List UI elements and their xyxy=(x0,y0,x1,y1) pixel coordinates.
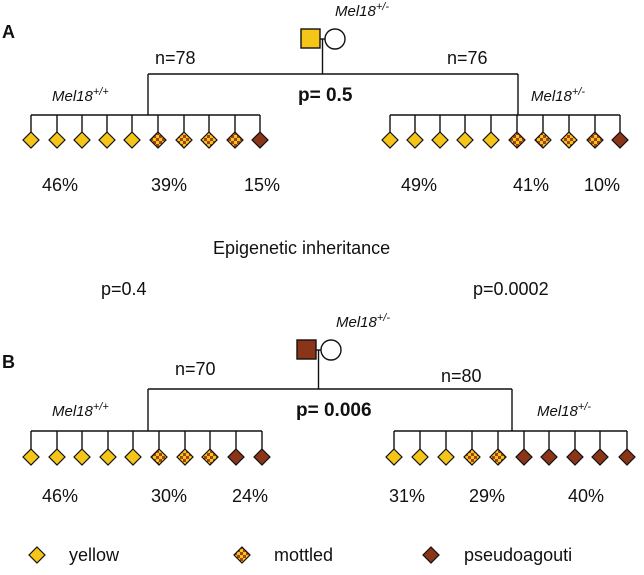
panel-a-right-genotype: Mel18+/- xyxy=(531,86,585,105)
panel-a-right-n: n=76 xyxy=(447,48,488,68)
panel-b-right-pct-1: 31% xyxy=(389,486,425,506)
panel-a-right-offspring-mottled xyxy=(508,131,526,149)
epigenetic-title: Epigenetic inheritance xyxy=(213,238,390,258)
panel-a-left-pct-2: 39% xyxy=(151,175,187,195)
panel-b-left-offspring-mottled xyxy=(201,448,219,466)
panel-b-left-offspring-pseudoagouti xyxy=(253,448,271,466)
panel-a-right-pct-3: 10% xyxy=(584,175,620,195)
legend-mottled-diamond xyxy=(233,546,251,564)
panel-a-left-offspring-yellow xyxy=(48,131,66,149)
panel-b-right-offspring-pseudoagouti xyxy=(618,448,636,466)
panel-a-father-square xyxy=(300,28,321,49)
panel-a-right-pct-1: 49% xyxy=(401,175,437,195)
panel-a-right-offspring-yellow xyxy=(406,131,424,149)
panel-b-father-square xyxy=(296,339,317,360)
panel-b-right-offspring-pseudoagouti xyxy=(515,448,533,466)
panel-a-left-offspring-mottled xyxy=(200,131,218,149)
panel-a-right-offspring-mottled xyxy=(586,131,604,149)
panel-b-right-offspring-pseudoagouti xyxy=(540,448,558,466)
panel-b-right-pct-2: 29% xyxy=(469,486,505,506)
panel-b-left-offspring-yellow xyxy=(99,448,117,466)
panel-b-right-offspring-pseudoagouti xyxy=(591,448,609,466)
pedigree-shapes xyxy=(22,28,636,564)
panel-b-left-offspring-yellow xyxy=(124,448,142,466)
panel-b-left-offspring-yellow xyxy=(48,448,66,466)
panel-b-right-n: n=80 xyxy=(441,366,482,386)
panel-a-right-offspring-yellow xyxy=(482,131,500,149)
p-value-left: p=0.4 xyxy=(101,279,147,299)
panel-b-right-offspring-yellow xyxy=(385,448,403,466)
panel-b-right-genotype: Mel18+/- xyxy=(537,401,591,420)
panel-a-right-pct-2: 41% xyxy=(513,175,549,195)
panel-a-left-offspring-yellow xyxy=(22,131,40,149)
panel-b-parent-gene: Mel18+/- xyxy=(336,312,390,331)
panel-a-parent-gene: Mel18+/- xyxy=(335,1,389,20)
panel-b-right-offspring-yellow xyxy=(437,448,455,466)
panel-a-right-offspring-yellow xyxy=(431,131,449,149)
legend-mottled-label: mottled xyxy=(274,545,333,565)
panel-b-left-offspring-pseudoagouti xyxy=(227,448,245,466)
panel-a-left-offspring-yellow xyxy=(123,131,141,149)
panel-a-letter: A xyxy=(2,22,15,42)
panel-b-left-pct-2: 30% xyxy=(151,486,187,506)
panel-b-left-pct-1: 46% xyxy=(42,486,78,506)
panel-b-right-offspring-mottled xyxy=(463,448,481,466)
legend-yellow-diamond xyxy=(28,546,46,564)
panel-a-left-offspring-yellow xyxy=(98,131,116,149)
panel-a-left-n: n=78 xyxy=(155,48,196,68)
panel-b-mother-circle xyxy=(320,339,342,361)
panel-a-left-pct-3: 15% xyxy=(244,175,280,195)
panel-b-right-offspring-pseudoagouti xyxy=(566,448,584,466)
panel-b-right-offspring-yellow xyxy=(411,448,429,466)
panel-b-left-offspring-yellow xyxy=(22,448,40,466)
panel-a-right-offspring-mottled xyxy=(560,131,578,149)
panel-a-left-offspring-mottled xyxy=(226,131,244,149)
panel-a-left-offspring-mottled xyxy=(175,131,193,149)
panel-a-right-offspring-mottled xyxy=(534,131,552,149)
panel-a-left-genotype: Mel18+/+ xyxy=(52,86,109,105)
panel-a-right-offspring-yellow xyxy=(456,131,474,149)
panel-b-right-offspring-mottled xyxy=(489,448,507,466)
panel-b-left-offspring-mottled xyxy=(176,448,194,466)
p-value-right: p=0.0002 xyxy=(473,279,549,299)
panel-b-left-offspring-mottled xyxy=(150,448,168,466)
panel-b-left-pct-3: 24% xyxy=(232,486,268,506)
legend-pseudoagouti-label: pseudoagouti xyxy=(464,545,572,565)
panel-b-left-n: n=70 xyxy=(175,359,216,379)
panel-a-left-offspring-pseudoagouti xyxy=(251,131,269,149)
legend-pseudoagouti-diamond xyxy=(422,546,440,564)
panel-a-right-offspring-pseudoagouti xyxy=(611,131,629,149)
panel-b-left-genotype: Mel18+/+ xyxy=(52,401,109,420)
panel-a-left-pct-1: 46% xyxy=(42,175,78,195)
panel-b-right-pct-3: 40% xyxy=(568,486,604,506)
panel-a-mother-circle xyxy=(324,28,346,50)
panel-a-left-offspring-mottled xyxy=(149,131,167,149)
panel-a-right-offspring-yellow xyxy=(381,131,399,149)
panel-b-p-value: p= 0.006 xyxy=(296,400,372,421)
panel-a-p-value: p= 0.5 xyxy=(298,85,353,106)
panel-b-left-offspring-yellow xyxy=(73,448,91,466)
panel-a-left-offspring-yellow xyxy=(73,131,91,149)
legend-yellow-label: yellow xyxy=(69,545,120,565)
panel-b-letter: B xyxy=(2,352,15,372)
